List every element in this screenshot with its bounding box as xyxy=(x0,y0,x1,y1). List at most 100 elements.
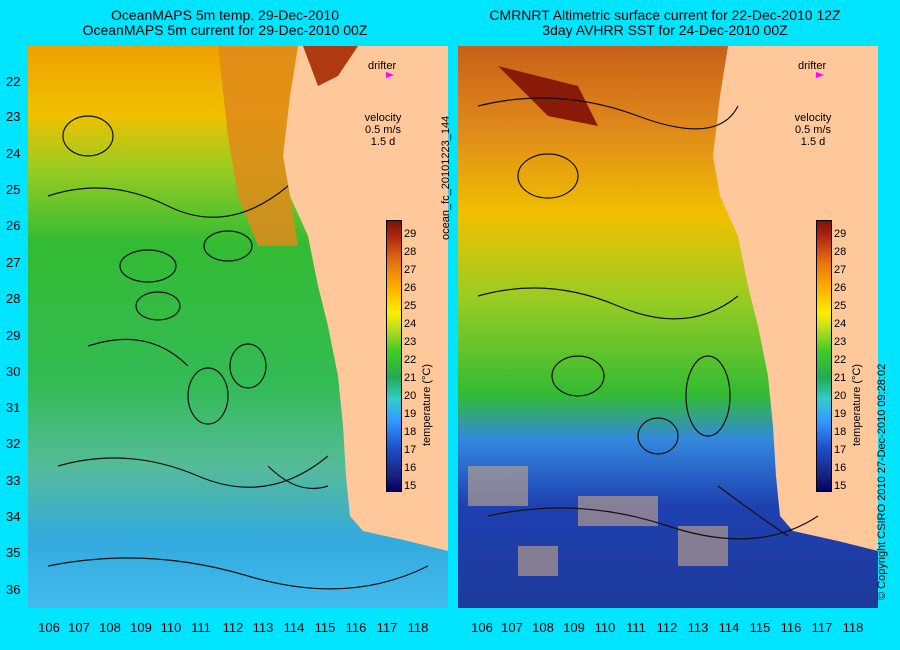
left-cb-tick: 29 xyxy=(404,228,417,240)
lat-label: 32 xyxy=(6,436,21,451)
right-map-title: CMRNRT Altimetric surface current for 22… xyxy=(455,8,875,38)
left-cb-tick: 23 xyxy=(404,336,417,348)
right-drifter-label: drifter xyxy=(798,60,827,72)
left-cb-tick: 21 xyxy=(404,372,417,384)
lat-label: 25 xyxy=(6,182,21,197)
right-cloud-gaps xyxy=(468,466,728,576)
right-cb-tick: 15 xyxy=(834,480,847,492)
lon-label: 117 xyxy=(376,620,398,635)
lon-label: 113 xyxy=(252,620,274,635)
right-velocity-value: 0.5 m/s xyxy=(794,124,832,136)
left-cb-tick: 24 xyxy=(404,318,417,330)
left-drifter-marker xyxy=(386,72,394,78)
right-cb-tick: 19 xyxy=(834,408,847,420)
lat-label: 24 xyxy=(6,146,21,161)
right-cb-tick: 27 xyxy=(834,264,847,276)
right-drifter-marker xyxy=(816,72,824,78)
left-map-panel: drifter velocity 0.5 m/s 1.5 d 29 28 27 … xyxy=(28,46,448,608)
lat-label: 36 xyxy=(6,582,21,597)
right-title-line2: 3day AVHRR SST for 24-Dec-2010 00Z xyxy=(542,22,788,38)
right-title-line1: CMRNRT Altimetric surface current for 22… xyxy=(489,7,841,23)
lat-label: 23 xyxy=(6,109,21,124)
right-velocity-legend: velocity 0.5 m/s 1.5 d xyxy=(783,112,843,148)
lon-label: 108 xyxy=(532,620,554,635)
lon-label: 114 xyxy=(718,620,740,635)
lon-label: 106 xyxy=(471,620,493,635)
left-cb-tick: 16 xyxy=(404,462,417,474)
left-cb-tick: 25 xyxy=(404,300,417,312)
left-cb-tick: 28 xyxy=(404,246,417,258)
right-velocity-time: 1.5 d xyxy=(800,136,826,148)
lon-label: 107 xyxy=(68,620,90,635)
right-cb-tick: 26 xyxy=(834,282,847,294)
lon-label: 118 xyxy=(407,620,429,635)
right-ocean xyxy=(458,46,878,608)
right-cb-tick: 17 xyxy=(834,444,847,456)
left-cb-tick: 15 xyxy=(404,480,417,492)
left-title-line2: OceanMAPS 5m current for 29-Dec-2010 00Z xyxy=(82,22,368,38)
lon-label: 114 xyxy=(283,620,305,635)
right-cb-tick: 28 xyxy=(834,246,847,258)
lat-label: 27 xyxy=(6,255,21,270)
lat-label: 33 xyxy=(6,473,21,488)
lat-label: 31 xyxy=(6,400,21,415)
lon-label: 106 xyxy=(38,620,60,635)
right-cb-tick: 18 xyxy=(834,426,847,438)
lon-label: 111 xyxy=(191,620,211,635)
right-cb-tick: 16 xyxy=(834,462,847,474)
right-velocity-label: velocity xyxy=(794,112,832,124)
lat-label: 35 xyxy=(6,545,21,560)
right-cb-tick: 20 xyxy=(834,390,847,402)
lon-label: 109 xyxy=(130,620,152,635)
lon-label: 118 xyxy=(842,620,864,635)
left-velocity-label: velocity xyxy=(364,112,402,124)
lat-label: 30 xyxy=(6,364,21,379)
left-cb-tick: 20 xyxy=(404,390,417,402)
lon-label: 111 xyxy=(626,620,646,635)
lon-label: 107 xyxy=(501,620,523,635)
right-cb-tick: 24 xyxy=(834,318,847,330)
left-map-svg xyxy=(28,46,448,608)
left-ocean xyxy=(28,46,448,608)
left-cb-tick: 27 xyxy=(404,264,417,276)
lon-label: 116 xyxy=(345,620,367,635)
left-velocity-time: 1.5 d xyxy=(370,136,396,148)
lon-label: 109 xyxy=(563,620,585,635)
left-title-line1: OceanMAPS 5m temp. 29-Dec-2010 xyxy=(111,7,339,23)
left-velocity-value: 0.5 m/s xyxy=(364,124,402,136)
right-current-vectors xyxy=(477,97,819,540)
lon-label: 110 xyxy=(594,620,616,635)
left-velocity-legend: velocity 0.5 m/s 1.5 d xyxy=(353,112,413,148)
lat-label: 26 xyxy=(6,218,21,233)
right-cb-tick: 25 xyxy=(834,300,847,312)
lon-label: 108 xyxy=(99,620,121,635)
right-colorbar-title: temperature (°C) xyxy=(851,363,863,446)
right-dark-land xyxy=(498,66,598,126)
lon-label: 112 xyxy=(222,620,244,635)
left-cb-tick: 17 xyxy=(404,444,417,456)
left-cb-tick: 18 xyxy=(404,426,417,438)
left-map-title: OceanMAPS 5m temp. 29-Dec-2010 OceanMAPS… xyxy=(30,8,420,38)
lon-label: 116 xyxy=(780,620,802,635)
lon-label: 113 xyxy=(687,620,709,635)
lon-label: 115 xyxy=(314,620,336,635)
lat-label: 22 xyxy=(6,74,21,89)
right-cb-tick: 21 xyxy=(834,372,847,384)
left-dark-land xyxy=(303,46,358,86)
lat-label: 28 xyxy=(6,291,21,306)
right-colorbar xyxy=(816,220,832,492)
lon-label: 112 xyxy=(656,620,678,635)
copyright-text: © Copyright CSIRO 2010 27-Dec-2010 09:28… xyxy=(876,363,888,600)
left-colorbar-title: temperature (°C) xyxy=(421,363,433,446)
right-map-svg xyxy=(458,46,878,608)
lon-label: 110 xyxy=(160,620,182,635)
left-current-vectors xyxy=(47,115,429,590)
left-colorbar xyxy=(386,220,402,492)
lon-label: 115 xyxy=(749,620,771,635)
left-cb-tick: 19 xyxy=(404,408,417,420)
left-cb-tick: 22 xyxy=(404,354,417,366)
left-cb-tick: 26 xyxy=(404,282,417,294)
right-cb-tick: 29 xyxy=(834,228,847,240)
lon-label: 117 xyxy=(811,620,833,635)
left-drifter-label: drifter xyxy=(368,60,397,72)
